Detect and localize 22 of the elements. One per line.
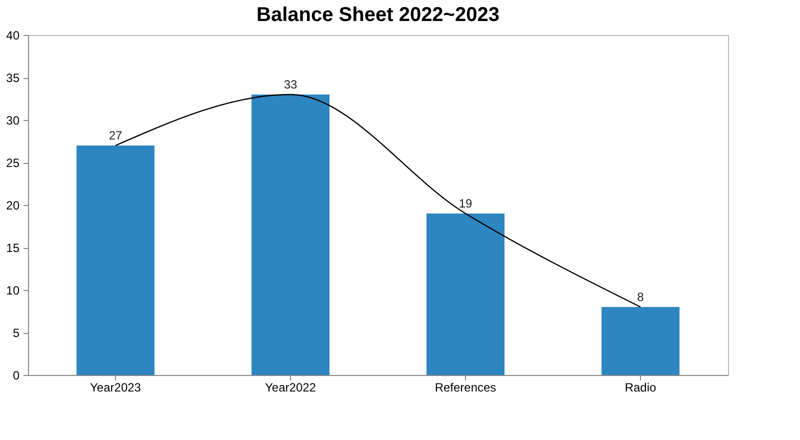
chart-title: Balance Sheet 2022~2023 bbox=[256, 4, 500, 26]
y-tick-label: 10 bbox=[6, 284, 20, 298]
x-tick-label: References bbox=[434, 380, 496, 394]
bar bbox=[426, 214, 504, 375]
y-tick-label: 20 bbox=[6, 198, 20, 212]
bar bbox=[76, 146, 154, 375]
y-tick-label: 5 bbox=[12, 326, 20, 340]
y-tick-label: 30 bbox=[6, 114, 20, 128]
data-label: 19 bbox=[458, 196, 472, 210]
x-tick-label: Radio bbox=[624, 380, 656, 394]
y-tick-label: 15 bbox=[6, 241, 20, 255]
data-label: 27 bbox=[108, 128, 122, 142]
y-tick-label: 25 bbox=[6, 156, 20, 170]
y-tick-label: 35 bbox=[6, 71, 20, 85]
y-tick-label: 40 bbox=[6, 28, 20, 42]
x-tick-label: Year2022 bbox=[265, 380, 316, 394]
data-label: 8 bbox=[637, 290, 644, 304]
bar bbox=[252, 94, 330, 375]
bar bbox=[602, 307, 680, 375]
x-tick-label: Year2023 bbox=[90, 380, 142, 394]
y-tick-label: 0 bbox=[12, 368, 20, 382]
data-label: 33 bbox=[284, 78, 298, 92]
